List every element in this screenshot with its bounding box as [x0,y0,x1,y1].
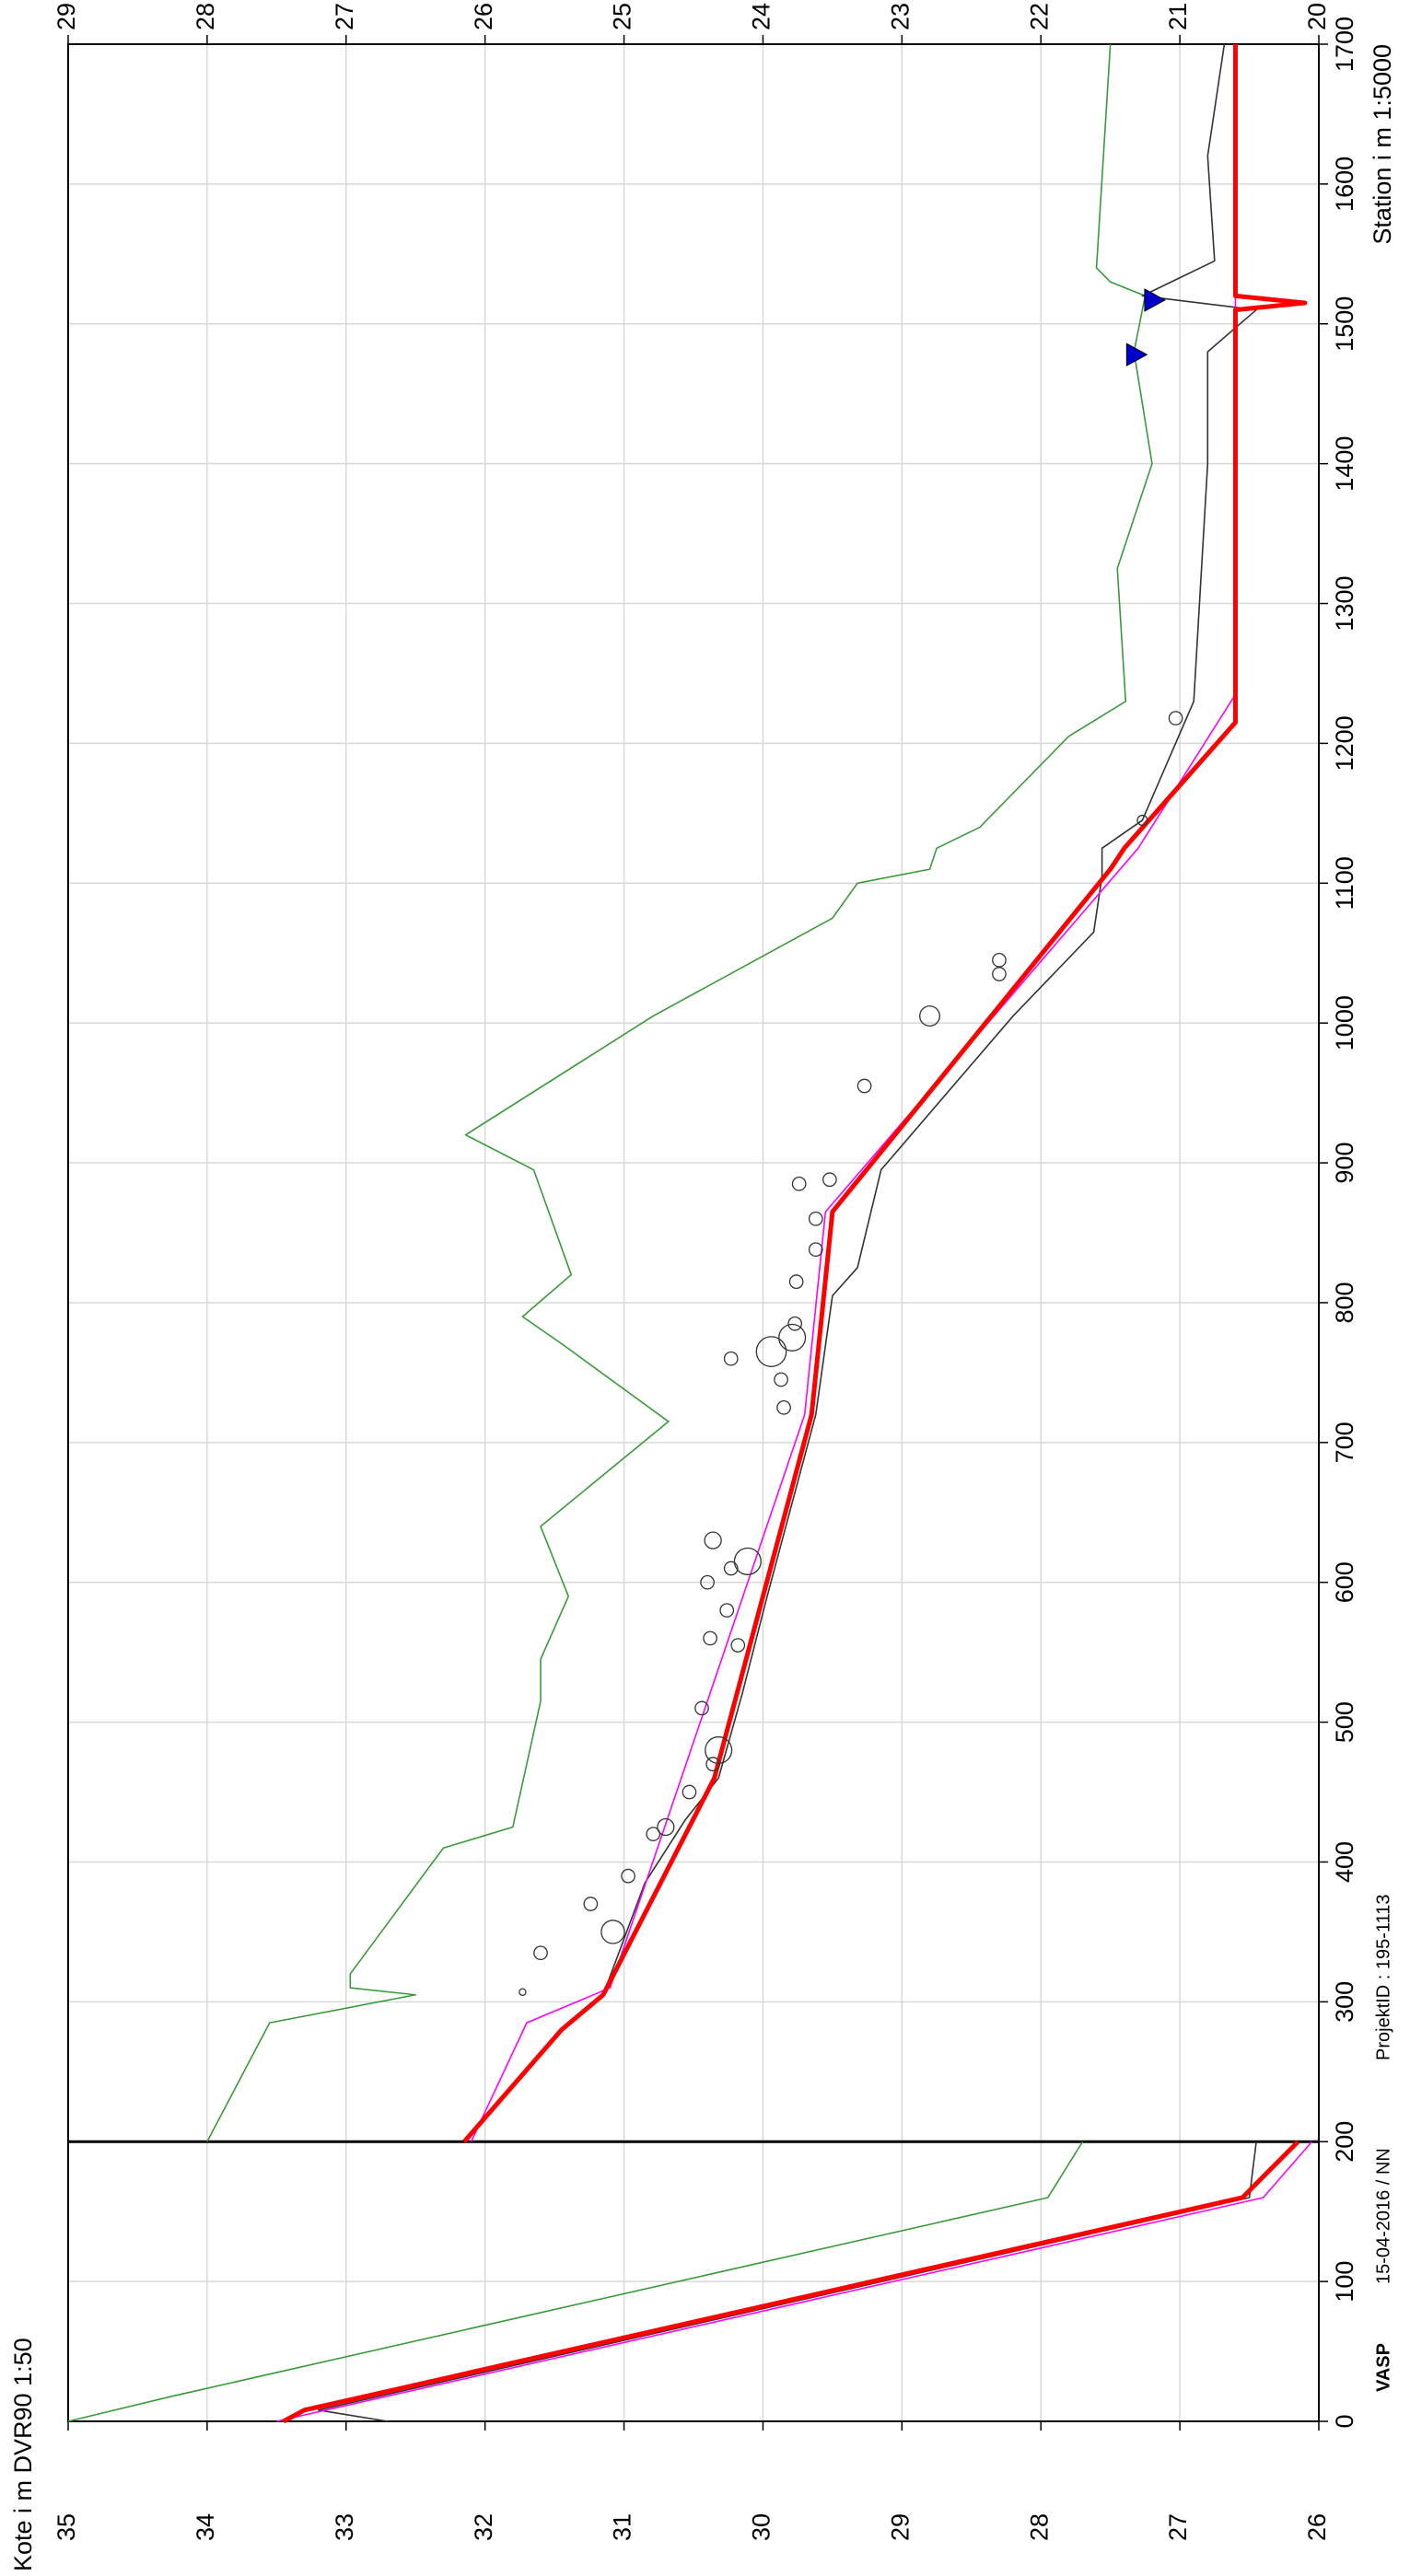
survey-point [694,1700,709,1716]
x-tick-label: 1400 [1331,436,1358,492]
profile-line [470,44,1237,2142]
x-tick-label: 600 [1331,1561,1358,1603]
survey-point [703,1630,717,1646]
survey-point [583,1897,599,1911]
survey-point [774,1372,788,1387]
x-tick-label: 400 [1331,1841,1358,1883]
section-label: VASP [1373,2343,1393,2392]
y-tick-label: 30 [748,2513,775,2541]
survey-point [822,1172,837,1188]
survey-point [519,1988,527,1996]
survey-point [723,1561,739,1576]
survey-point [730,1638,746,1653]
profile-line [282,2140,1300,2424]
survey-point [600,1920,625,1944]
x-tick-label: 900 [1331,1143,1358,1184]
plot-frame [67,43,1320,2422]
survey-point [704,1531,722,1549]
plot-group: Kote i m DVR90 1:50 Station i m 1:5000 V… [9,3,1396,2571]
profile-line [67,2141,1084,2422]
x-tick-label: 1500 [1331,296,1358,352]
y2-tick-label: 23 [886,3,914,30]
x-tick-label: 1300 [1331,575,1358,631]
y-tick-label: 27 [1164,2513,1192,2541]
y2-tick-label: 29 [52,3,80,30]
survey-point [621,1868,635,1884]
x-tick-label: 1200 [1331,715,1358,771]
survey-point [705,1735,733,1765]
y-tick-label: 28 [1025,2513,1053,2541]
x-tick-label: 200 [1331,2121,1358,2163]
y2-tick-label: 25 [609,3,636,30]
survey-point [705,1757,720,1772]
y-tick-label: 33 [331,2513,358,2541]
profile-line [317,2141,1257,2422]
survey-point [533,1945,548,1961]
x-axis-label: Station i m 1:5000 [1369,44,1396,245]
y2-tick-label: 22 [1025,3,1053,30]
x-tick-label: 500 [1331,1701,1358,1743]
survey-point [919,1005,940,1027]
y-tick-label: 29 [886,2513,914,2541]
water-level-marker [1125,342,1148,367]
y2-tick-label: 20 [1303,3,1331,30]
profile-line [462,44,1308,2143]
x-tick-label: 800 [1331,1282,1358,1323]
x-tick-label: 0 [1331,2414,1358,2428]
survey-point [776,1400,791,1415]
survey-point [992,952,1007,968]
x-tick-label: 300 [1331,1981,1358,2023]
survey-point [755,1336,787,1367]
x-tick-label: 700 [1331,1421,1358,1463]
survey-point [1136,814,1148,826]
survey-point [778,1323,807,1352]
profile-line [206,43,1153,2142]
y2-tick-label: 26 [470,3,497,30]
survey-point [856,1078,872,1094]
survey-point [682,1784,697,1800]
survey-point [808,1211,823,1226]
y-tick-label: 31 [609,2513,636,2541]
x-tick-label: 1600 [1331,157,1358,212]
footer-project: ProjektID : 195-1113 [1373,1895,1393,2060]
x-tick-label: 1100 [1331,856,1358,910]
survey-point [1168,711,1183,725]
survey-point [787,1316,802,1331]
x-tick-label: 100 [1331,2261,1358,2303]
y-axis-label: Kote i m DVR90 1:50 [9,2338,37,2571]
survey-point [719,1603,735,1618]
water-level-marker [1144,288,1166,312]
survey-point [646,1827,661,1841]
y-tick-label: 35 [52,2513,80,2541]
survey-point [808,1242,823,1258]
survey-point [992,967,1007,981]
x-tick-label: 1000 [1331,995,1358,1050]
y-tick-label: 32 [470,2513,497,2541]
survey-point [657,1817,675,1837]
profile-line [276,2141,1313,2422]
y2-tick-label: 24 [748,3,775,30]
survey-point [788,1274,804,1290]
survey-point [723,1351,739,1366]
survey-point [700,1574,715,1590]
profile-line [602,43,1257,1996]
y-tick-label: 34 [192,2513,219,2541]
x-tick-label: 1700 [1331,17,1358,72]
survey-point [791,1176,807,1191]
y2-tick-label: 28 [192,3,219,30]
survey-point [733,1547,762,1575]
y2-tick-label: 27 [331,3,358,30]
footer-date: 15-04-2016 / NN [1373,2148,1393,2284]
y-tick-label: 26 [1303,2513,1331,2541]
y2-tick-label: 21 [1164,3,1192,30]
